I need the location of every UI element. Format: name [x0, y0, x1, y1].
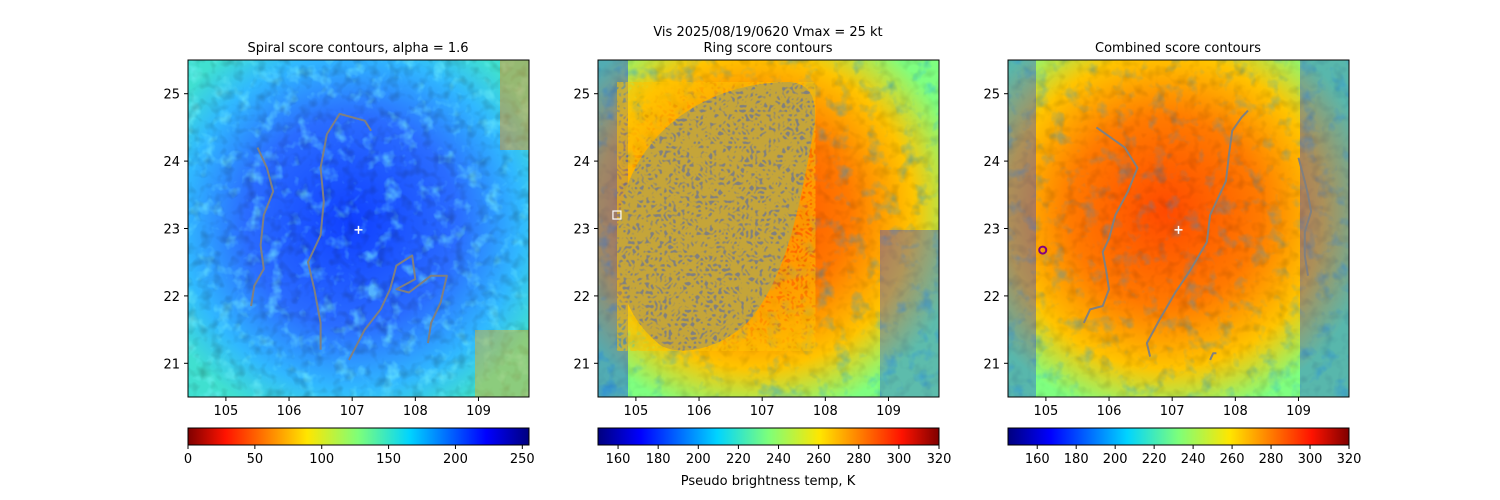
- x-tick-label: 106: [277, 404, 302, 419]
- x-axis: 105 106 107 108 109: [623, 397, 901, 419]
- x-tick-label: 105: [213, 404, 238, 419]
- y-tick-label: 22: [573, 290, 590, 305]
- x-tick-label: 107: [340, 404, 365, 419]
- colorbar-tick-label: 320: [1337, 452, 1362, 467]
- colorbar-tick-label: 180: [646, 452, 671, 467]
- center-cross-marker: [1174, 225, 1183, 234]
- colorbar-ticks: 160 180 200 220 240 260 280 300 320: [606, 445, 952, 467]
- colorbar-tick-label: 100: [309, 452, 334, 467]
- colorbar-tick-label: 220: [1142, 452, 1167, 467]
- colorbar-ticks: 160 180 200 220 240 260 280 300 320: [1025, 445, 1362, 467]
- circle-marker: [1038, 245, 1048, 255]
- panel-title: Combined score contours: [1095, 41, 1261, 56]
- colorbar-tick-label: 160: [606, 452, 631, 467]
- colorbar-tick-label: 250: [510, 452, 535, 467]
- markers: [1038, 225, 1183, 255]
- x-tick-label: 108: [813, 404, 838, 419]
- colorbar-tick-label: 260: [806, 452, 831, 467]
- center-cross-marker: [354, 225, 363, 234]
- square-marker: [612, 210, 622, 220]
- x-tick-label: 108: [403, 404, 428, 419]
- colorbar-tick-label: 200: [686, 452, 711, 467]
- colorbar-tick-label: 200: [443, 452, 468, 467]
- y-tick-label: 24: [573, 155, 590, 170]
- colorbar-tick-label: 240: [766, 452, 791, 467]
- y-tick-label: 23: [163, 223, 180, 238]
- colorbar-tick-label: 280: [1259, 452, 1284, 467]
- y-tick-label: 24: [163, 155, 180, 170]
- colorbar-tick-label: 300: [886, 452, 911, 467]
- heatmap-image: [598, 60, 939, 397]
- y-tick-label: 23: [573, 223, 590, 238]
- x-tick-label: 106: [1097, 404, 1122, 419]
- contour-line: [1145, 109, 1249, 357]
- y-tick-label: 24: [983, 155, 1000, 170]
- colorbar-tick-label: 200: [1103, 452, 1128, 467]
- colorbar-tick-label: 220: [726, 452, 751, 467]
- colorbar: 160 180 200 220 240 260 280 300 320: [597, 427, 952, 467]
- colorbar-tick-label: 50: [247, 452, 264, 467]
- y-tick-label: 21: [163, 357, 180, 372]
- colorbar-tick-label: 240: [1181, 452, 1206, 467]
- colorbar-tick-label: 0: [184, 452, 192, 467]
- x-tick-label: 109: [1286, 404, 1311, 419]
- contour-line: [348, 254, 448, 361]
- markers: [354, 225, 363, 234]
- panel-title: Spiral score contours, alpha = 1.6: [247, 41, 468, 56]
- y-tick-label: 25: [573, 88, 590, 103]
- colorbar: 160 180 200 220 240 260 280 300 320: [1007, 427, 1362, 467]
- x-tick-label: 109: [876, 404, 901, 419]
- y-tick-label: 21: [573, 357, 590, 372]
- figure-suptitle: Vis 2025/08/19/0620 Vmax = 25 kt: [653, 25, 882, 40]
- x-tick-label: 108: [1223, 404, 1248, 419]
- colorbar-tick-label: 180: [1064, 452, 1089, 467]
- colorbar-tick-label: 160: [1025, 452, 1050, 467]
- colorbar: 0 50 100 150 200 250: [184, 427, 535, 467]
- x-tick-label: 107: [750, 404, 775, 419]
- colorbar-tick-label: 300: [1298, 452, 1323, 467]
- y-tick-label: 25: [163, 88, 180, 103]
- contour-line: [307, 112, 372, 350]
- colorbar-tick-label: 320: [927, 452, 952, 467]
- x-axis: 105 106 107 108 109: [1033, 397, 1311, 419]
- contour-line: [1082, 126, 1139, 324]
- colorbar-tick-label: 260: [1220, 452, 1245, 467]
- colorbar-tick-label: 280: [846, 452, 871, 467]
- y-tick-label: 22: [163, 290, 180, 305]
- y-axis: 21 22 23 24 25: [573, 88, 598, 372]
- x-axis: 105 106 107 108 109: [213, 397, 491, 419]
- contour-line: [1297, 157, 1313, 276]
- colorbar-ticks: 0 50 100 150 200 250: [184, 445, 535, 467]
- y-axis: 21 22 23 24 25: [983, 88, 1008, 372]
- markers: [612, 210, 622, 220]
- x-tick-label: 106: [687, 404, 712, 419]
- contour-line: [1209, 352, 1217, 361]
- y-tick-label: 25: [983, 88, 1000, 103]
- x-tick-label: 105: [623, 404, 648, 419]
- score-contours: [250, 112, 448, 361]
- panel-combined: Combined score contours 105 106 107 108 109 …: [983, 41, 1361, 467]
- x-tick-label: 107: [1160, 404, 1185, 419]
- y-axis: 21 22 23 24 25: [163, 88, 188, 372]
- y-tick-label: 22: [983, 290, 1000, 305]
- x-tick-label: 105: [1033, 404, 1058, 419]
- panel-spiral: Spiral score contours, alpha = 1.6 105 10…: [163, 41, 534, 467]
- x-tick-label: 109: [466, 404, 491, 419]
- colorbar-tick-label: 150: [376, 452, 401, 467]
- panel-title: Ring score contours: [703, 41, 832, 56]
- y-tick-label: 23: [983, 223, 1000, 238]
- contour-line: [250, 147, 275, 307]
- score-contours: [1082, 109, 1313, 361]
- colorbar-label: Pseudo brightness temp, K: [681, 474, 856, 489]
- panel-ring: Ring score contours 105 106 107 108 109 21 22…: [573, 41, 951, 489]
- y-tick-label: 21: [983, 357, 1000, 372]
